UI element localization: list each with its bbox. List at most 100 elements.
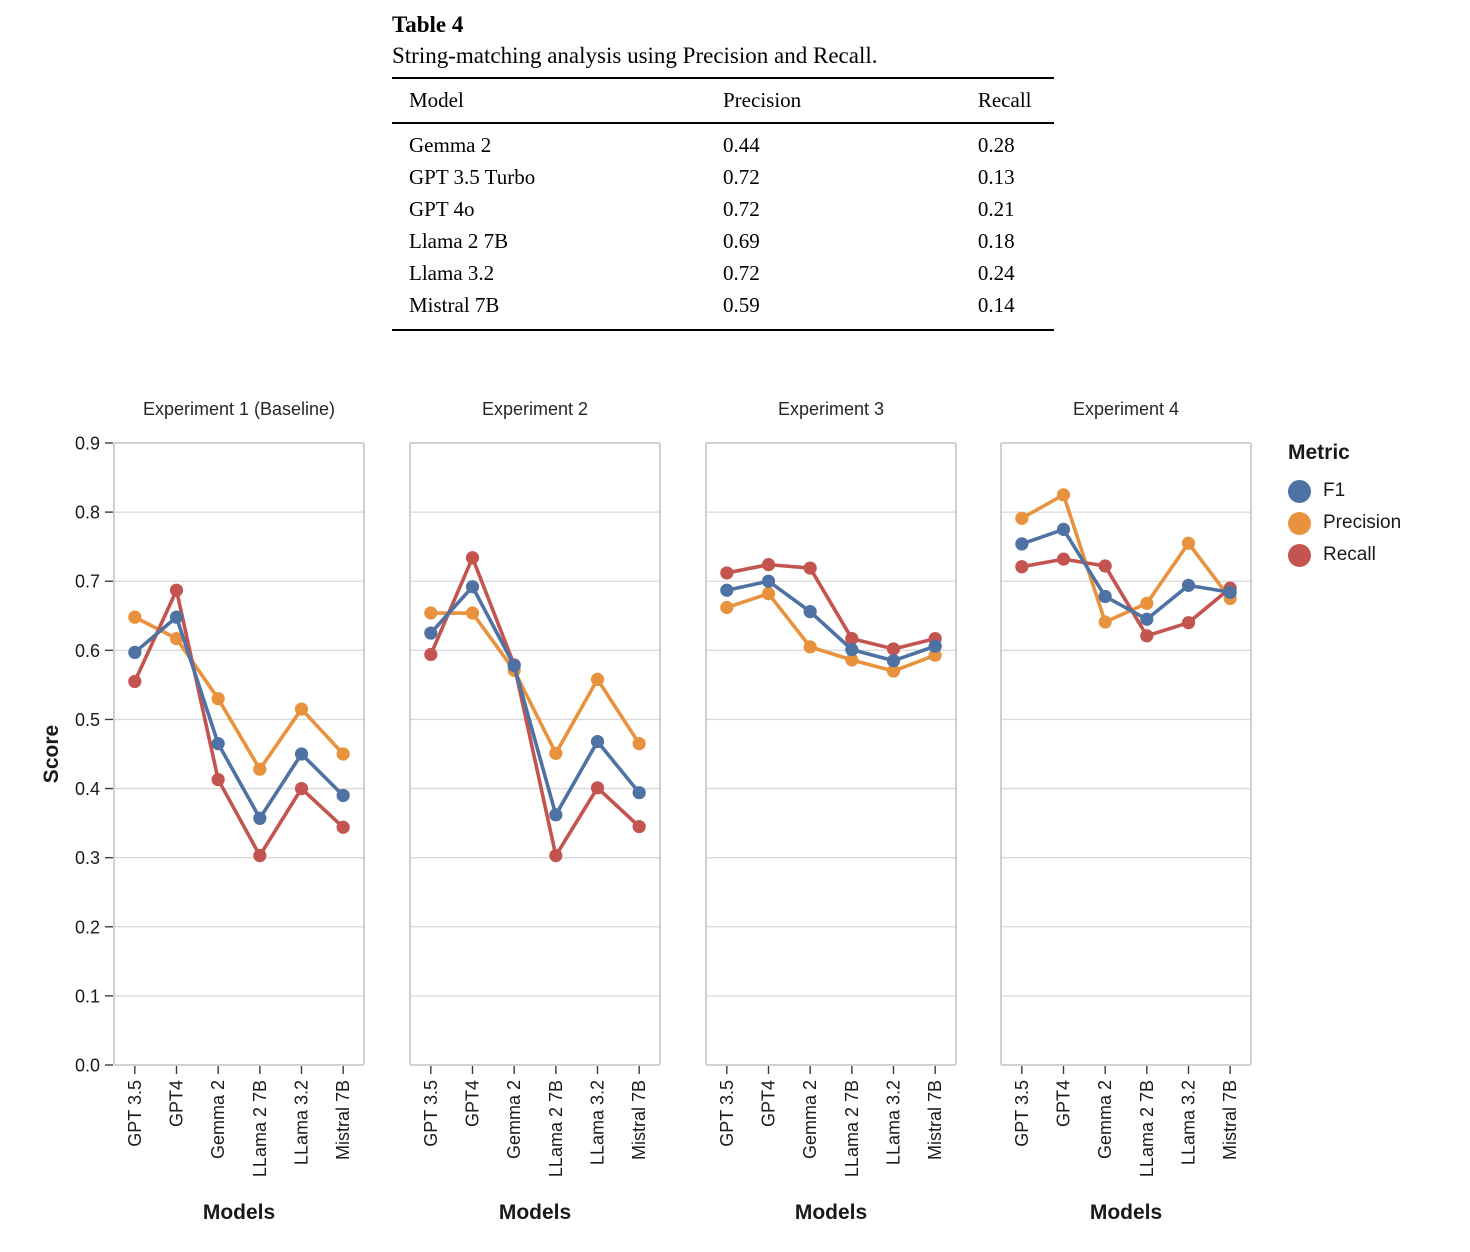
data-point-recall <box>465 551 480 565</box>
table-cell: 0.28 <box>977 133 1015 157</box>
x-tick-label: GPT4 <box>463 1080 483 1127</box>
data-point-f1 <box>761 574 776 588</box>
column-header-model: Model <box>392 77 723 124</box>
data-point-precision <box>294 702 309 716</box>
x-tick-label: LLama 2 7B <box>250 1080 270 1177</box>
data-point-precision <box>169 631 184 646</box>
data-point-recall <box>169 583 184 597</box>
table-row: GPT 3.5 Turbo 0.72 0.13 <box>392 162 1054 194</box>
data-point-recall <box>803 561 817 575</box>
results-table: Model Precision Recall Gemma 2 0.44 0.28 GP… <box>392 77 1054 331</box>
panel-title-experiment-1: Experiment 1 (Baseline) <box>142 399 336 419</box>
data-point-precision <box>549 746 563 760</box>
data-point-precision <box>886 664 901 678</box>
series-line-f1 <box>725 579 937 663</box>
series-line-precision <box>429 611 641 756</box>
data-point-f1 <box>1098 589 1112 604</box>
y-tick-label: 0.7 <box>75 572 100 592</box>
data-point-f1 <box>128 645 142 660</box>
data-point-precision <box>761 587 776 601</box>
data-point-recall <box>845 631 859 646</box>
table-cell: GPT 3.5 Turbo <box>409 165 536 189</box>
x-tick-label: LLama 3.2 <box>884 1080 904 1165</box>
series-line-precision <box>133 615 345 772</box>
data-point-precision <box>1098 615 1112 629</box>
panel-title-experiment-2: Experiment 2 <box>481 399 589 419</box>
x-tick-label: Gemma 2 <box>208 1080 228 1159</box>
data-point-f1 <box>169 610 184 624</box>
panel-title-experiment-4: Experiment 4 <box>1072 399 1180 419</box>
data-point-f1 <box>1015 537 1029 551</box>
precision-swatch-icon <box>1288 511 1311 535</box>
panel-title-experiment-3: Experiment 3 <box>777 399 885 419</box>
data-point-f1 <box>886 654 901 668</box>
series-line-recall <box>133 588 345 858</box>
series-line-recall <box>1020 557 1232 638</box>
y-tick-label: 0.9 <box>75 434 100 454</box>
y-tick-label: 0.8 <box>75 503 100 523</box>
data-point-recall <box>1056 552 1071 566</box>
x-tick-label: Gemma 2 <box>800 1080 820 1159</box>
data-point-f1 <box>845 643 859 657</box>
x-axis-title-1: Models <box>202 1201 276 1224</box>
data-point-precision <box>424 606 438 620</box>
table-4-block: Table 4 String-matching analysis using P… <box>392 10 1054 331</box>
x-tick-label: GPT4 <box>759 1080 779 1127</box>
data-point-f1 <box>590 734 605 749</box>
x-tick-label: LLama 2 7B <box>546 1080 566 1177</box>
data-point-f1 <box>294 747 309 761</box>
series-line-precision <box>725 591 937 673</box>
data-point-precision <box>590 672 605 686</box>
x-axis-title-3: Models <box>794 1201 868 1224</box>
legend-label: F1 <box>1323 480 1346 501</box>
data-point-f1 <box>424 626 438 640</box>
plot-frame <box>1000 442 1252 1066</box>
data-point-recall <box>1098 559 1112 573</box>
table-cell: 0.72 <box>723 165 760 189</box>
x-tick-label: Mistral 7B <box>629 1080 649 1160</box>
data-point-recall <box>886 642 901 656</box>
data-point-recall <box>632 819 646 834</box>
x-tick-label: GPT 3.5 <box>125 1080 145 1147</box>
table-cell: 0.24 <box>977 261 1015 285</box>
y-tick-label: 0.4 <box>75 779 100 799</box>
legend-item-f1: F1 <box>1288 475 1401 507</box>
x-tick-label: GPT 3.5 <box>421 1080 441 1147</box>
x-tick-label: LLama 3.2 <box>588 1080 608 1165</box>
data-point-f1 <box>507 658 521 673</box>
series-line-recall <box>429 555 641 858</box>
series-line-f1 <box>133 615 345 821</box>
legend-item-recall: Recall <box>1288 539 1401 571</box>
table-row: Mistral 7B 0.59 0.14 <box>392 289 1054 331</box>
table-cell: Llama 2 7B <box>409 229 509 253</box>
column-header-recall: Recall <box>977 77 1054 124</box>
results-table-body: Gemma 2 0.44 0.28 GPT 3.5 Turbo 0.72 0.13 GPT … <box>392 123 1054 331</box>
x-tick-label: Mistral 7B <box>925 1080 945 1160</box>
table-cell: Gemma 2 <box>409 133 492 157</box>
table-row: Gemma 2 0.44 0.28 <box>392 123 1054 162</box>
data-point-f1 <box>549 808 563 822</box>
data-point-f1 <box>336 788 350 803</box>
x-tick-label: LLama 2 7B <box>842 1080 862 1177</box>
legend-title: Metric <box>1288 441 1350 464</box>
x-tick-label: GPT 3.5 <box>717 1080 737 1147</box>
table-title: Table 4 <box>392 12 464 37</box>
table-header-row: Model Precision Recall <box>392 77 1054 124</box>
table-cell: 0.13 <box>977 165 1015 189</box>
data-point-recall <box>211 772 225 787</box>
table-cell: 0.18 <box>977 229 1015 253</box>
series-line-f1 <box>1020 527 1232 622</box>
data-point-precision <box>253 762 267 776</box>
table-cell: 0.72 <box>723 261 760 285</box>
table-cell: 0.69 <box>723 229 760 253</box>
series-line-recall <box>725 562 937 651</box>
data-point-precision <box>336 747 350 761</box>
x-axis-title-4: Models <box>1089 1201 1163 1224</box>
plot-frame <box>409 442 661 1066</box>
plot-frame <box>705 442 957 1066</box>
data-point-precision <box>720 600 734 615</box>
data-point-precision <box>465 606 480 620</box>
table-cell: 0.14 <box>977 289 1054 331</box>
x-tick-label: LLama 3.2 <box>1179 1080 1199 1165</box>
